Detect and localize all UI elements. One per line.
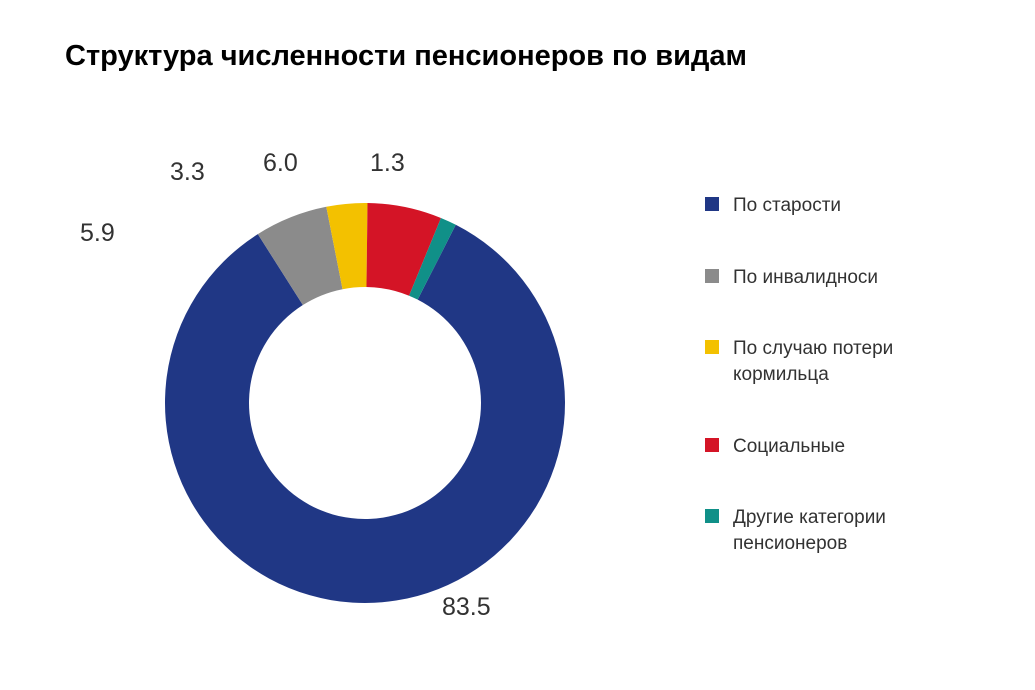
- legend-swatch: [705, 509, 719, 523]
- legend-label: По случаю потери кормильца: [733, 336, 963, 387]
- legend-label: По инвалидноси: [733, 265, 878, 291]
- chart-title: Структура численности пенсионеров по вид…: [65, 40, 985, 73]
- slice-value-1: 5.9: [80, 219, 115, 248]
- legend-item: По случаю потери кормильца: [705, 336, 963, 387]
- legend-item: Социальные: [705, 434, 963, 460]
- legend-label: Социальные: [733, 434, 845, 460]
- legend: По старости По инвалидноси По случаю пот…: [705, 193, 963, 602]
- legend-label: По старости: [733, 193, 841, 219]
- slice-value-2: 3.3: [170, 158, 205, 187]
- donut-svg: [100, 113, 630, 643]
- legend-swatch: [705, 438, 719, 452]
- slice-value-4: 1.3: [370, 149, 405, 178]
- slice-value-0: 83.5: [442, 593, 491, 622]
- slice-value-3: 6.0: [263, 149, 298, 178]
- legend-item: Другие категории пенсионеров: [705, 505, 963, 556]
- chart-area: 83.5 5.9 3.3 6.0 1.3 По старости По инва…: [65, 73, 985, 633]
- donut-chart: 83.5 5.9 3.3 6.0 1.3: [100, 113, 630, 643]
- legend-swatch: [705, 197, 719, 211]
- legend-item: По старости: [705, 193, 963, 219]
- legend-swatch: [705, 340, 719, 354]
- legend-item: По инвалидноси: [705, 265, 963, 291]
- legend-label: Другие категории пенсионеров: [733, 505, 963, 556]
- legend-swatch: [705, 269, 719, 283]
